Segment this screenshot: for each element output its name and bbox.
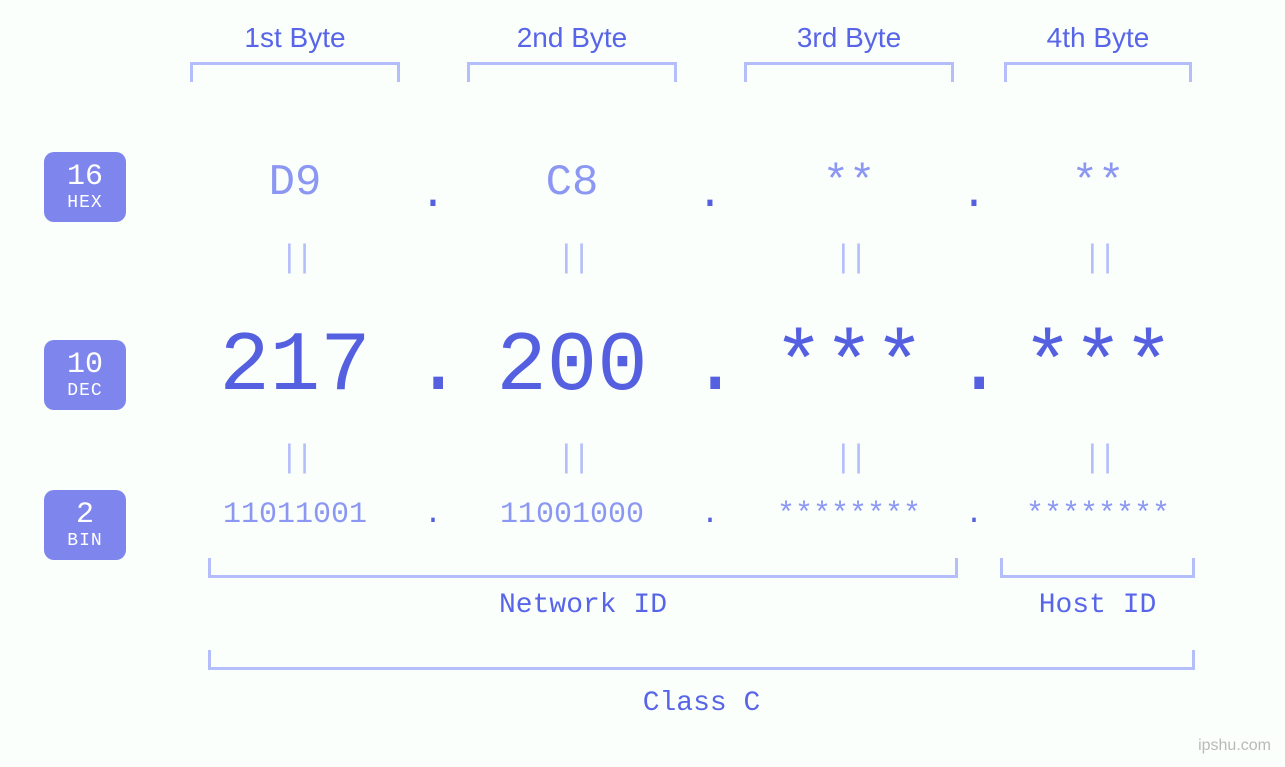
bottom-label-1: Host ID	[1000, 590, 1195, 621]
top-bracket-1	[190, 62, 400, 82]
base-txt: DEC	[67, 382, 102, 402]
bin-dot-2: .	[690, 498, 730, 532]
top-bracket-2	[467, 62, 677, 82]
bin-dot-1: .	[413, 498, 453, 532]
dec-value-4: ***	[968, 320, 1228, 415]
base-num: 2	[76, 499, 94, 532]
base-txt: HEX	[67, 194, 102, 214]
bin-value-1: 11011001	[165, 498, 425, 532]
bottom-bracket-1	[1000, 558, 1195, 578]
dec-dot-1: .	[413, 320, 453, 415]
class-bracket	[208, 650, 1195, 670]
bin-dot-3: .	[954, 498, 994, 532]
base-badge-dec: 10DEC	[44, 340, 126, 410]
base-num: 16	[67, 161, 103, 194]
dec-dot-2: .	[690, 320, 730, 415]
equals-1-1: ||	[552, 440, 592, 477]
class-label: Class C	[208, 688, 1195, 719]
dec-value-3: ***	[719, 320, 979, 415]
equals-1-2: ||	[829, 440, 869, 477]
bin-value-2: 11001000	[442, 498, 702, 532]
base-badge-bin: 2BIN	[44, 490, 126, 560]
dec-dot-3: .	[954, 320, 994, 415]
base-badge-hex: 16HEX	[44, 152, 126, 222]
base-num: 10	[67, 349, 103, 382]
hex-value-3: **	[719, 158, 979, 208]
equals-0-3: ||	[1078, 240, 1118, 277]
base-txt: BIN	[67, 532, 102, 552]
bin-value-3: ********	[719, 498, 979, 532]
bottom-bracket-0	[208, 558, 958, 578]
byte-label-3: 3rd Byte	[769, 22, 929, 54]
bottom-label-0: Network ID	[208, 590, 958, 621]
hex-value-4: **	[968, 158, 1228, 208]
byte-label-4: 4th Byte	[1018, 22, 1178, 54]
equals-1-3: ||	[1078, 440, 1118, 477]
top-bracket-3	[744, 62, 954, 82]
equals-0-0: ||	[275, 240, 315, 277]
hex-dot-2: .	[690, 170, 730, 220]
watermark: ipshu.com	[1198, 737, 1271, 755]
byte-label-2: 2nd Byte	[492, 22, 652, 54]
equals-0-1: ||	[552, 240, 592, 277]
hex-value-1: D9	[165, 158, 425, 208]
byte-label-1: 1st Byte	[215, 22, 375, 54]
hex-dot-3: .	[954, 170, 994, 220]
hex-dot-1: .	[413, 170, 453, 220]
bin-value-4: ********	[968, 498, 1228, 532]
equals-0-2: ||	[829, 240, 869, 277]
dec-value-2: 200	[442, 320, 702, 415]
hex-value-2: C8	[442, 158, 702, 208]
dec-value-1: 217	[165, 320, 425, 415]
top-bracket-4	[1004, 62, 1192, 82]
equals-1-0: ||	[275, 440, 315, 477]
